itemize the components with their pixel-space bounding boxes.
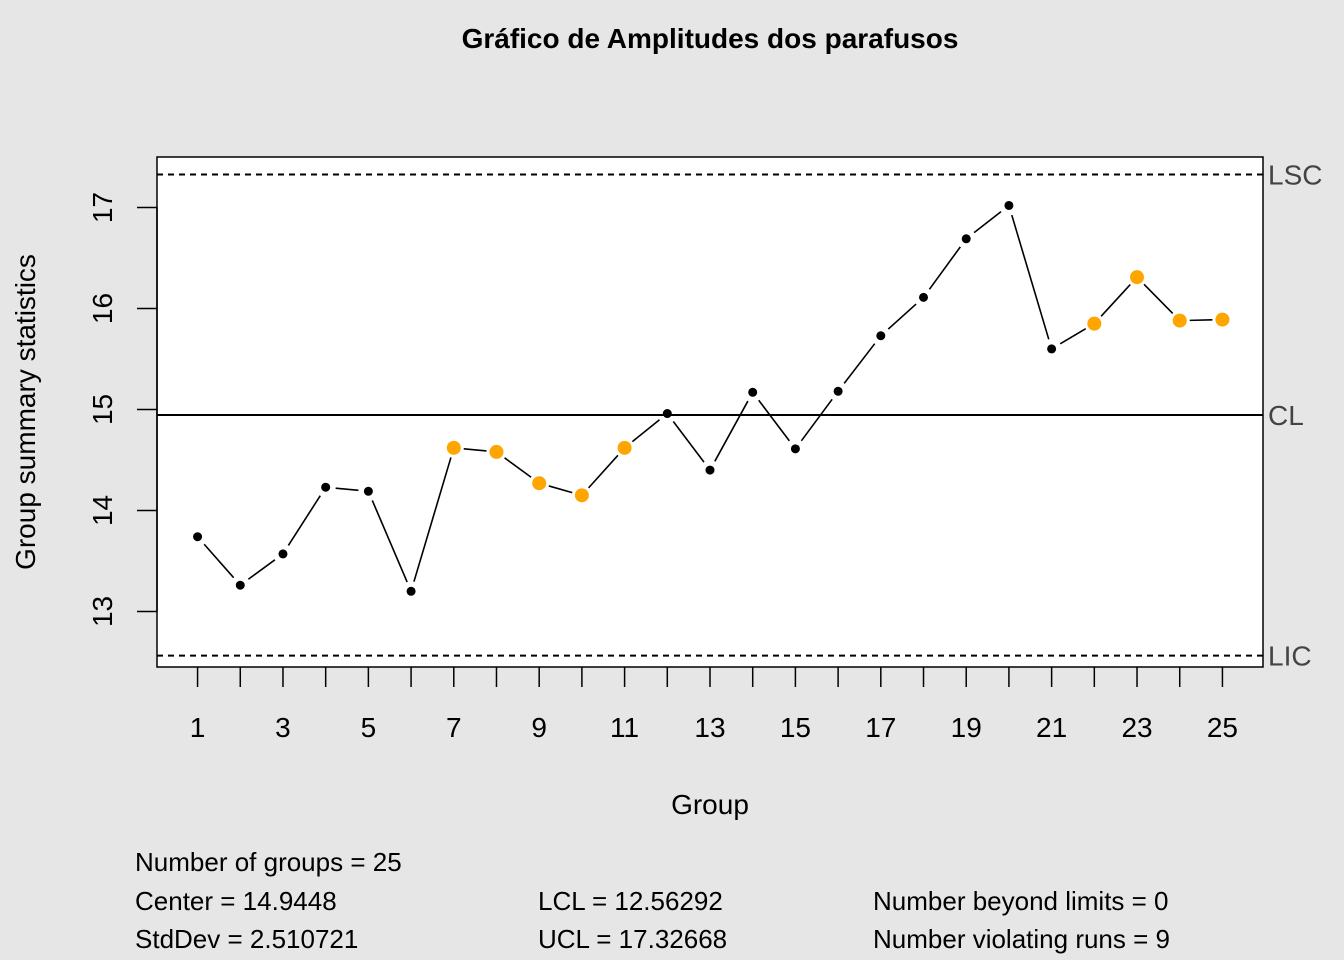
series-segment xyxy=(504,457,532,478)
stats-groups: Number of groups = 25 xyxy=(135,847,402,877)
series-segment xyxy=(672,421,705,463)
x-tick-label: 7 xyxy=(446,712,462,743)
stats-violating-runs: Number violating runs = 9 xyxy=(873,924,1170,954)
data-point-violation xyxy=(1172,313,1187,328)
stats-lcl: LCL = 12.56292 xyxy=(538,886,723,916)
stats-ucl: UCL = 17.32668 xyxy=(538,924,728,954)
x-tick-label: 17 xyxy=(865,712,896,743)
data-point xyxy=(790,444,800,454)
data-point xyxy=(1004,200,1014,210)
x-tick-label: 13 xyxy=(694,712,725,743)
series-segment xyxy=(1143,283,1174,315)
x-tick-label: 5 xyxy=(361,712,377,743)
series-segment xyxy=(714,400,749,462)
data-point xyxy=(961,234,971,244)
y-tick-label: 15 xyxy=(87,394,118,425)
stats-stddev: StdDev = 2.510721 xyxy=(135,924,359,954)
stats-center: Center = 14.9448 xyxy=(135,886,337,916)
x-tick-label: 11 xyxy=(610,712,639,743)
y-axis-label: Group summary statistics xyxy=(10,254,41,570)
series-segment xyxy=(1189,319,1213,322)
x-tick-label: 23 xyxy=(1121,712,1152,743)
x-tick-label: 9 xyxy=(531,712,547,743)
data-point xyxy=(748,387,758,397)
series-segment xyxy=(587,454,619,489)
y-tick-label: 14 xyxy=(87,495,118,526)
y-tick-label: 16 xyxy=(87,293,118,324)
series-segment xyxy=(1100,283,1131,317)
x-tick-label: 15 xyxy=(780,712,811,743)
series-segment xyxy=(203,543,235,579)
series-segment xyxy=(800,398,833,442)
series-segment xyxy=(335,487,359,492)
data-point xyxy=(833,386,843,396)
data-point-violation xyxy=(574,488,589,503)
chart-title: Gráfico de Amplitudes dos parafusos xyxy=(462,23,959,54)
series-segment xyxy=(973,210,1002,234)
series-segment xyxy=(843,343,876,384)
lcl-label: LIC xyxy=(1268,641,1312,672)
series-segment xyxy=(463,447,487,452)
data-point xyxy=(919,292,929,302)
y-tick-label: 13 xyxy=(87,596,118,627)
x-axis-label: Group xyxy=(671,789,749,820)
data-point xyxy=(662,409,672,419)
data-point xyxy=(876,331,886,341)
series-segment xyxy=(413,457,452,582)
x-tick-label: 21 xyxy=(1036,712,1067,743)
ucl-label: LSC xyxy=(1268,160,1322,191)
center-label: CL xyxy=(1268,400,1304,431)
series-segment xyxy=(548,485,573,494)
data-point-violation xyxy=(1130,270,1145,285)
data-point-violation xyxy=(532,476,547,491)
plot-area xyxy=(156,156,1264,668)
x-tick-label: 1 xyxy=(190,712,206,743)
series-segment xyxy=(928,246,961,290)
data-point-violation xyxy=(1215,312,1230,327)
data-point xyxy=(278,549,288,559)
series-segment xyxy=(287,495,321,546)
data-point-violation xyxy=(1087,316,1102,331)
series-segment xyxy=(1011,214,1050,340)
data-point-violation xyxy=(489,444,504,459)
data-point xyxy=(705,465,715,475)
data-point xyxy=(193,532,203,542)
data-point xyxy=(1047,344,1057,354)
series-segment xyxy=(631,419,661,443)
series-segment xyxy=(758,399,791,442)
series-segment xyxy=(247,559,276,580)
data-point-violation xyxy=(446,440,461,455)
data-point xyxy=(363,486,373,496)
data-point xyxy=(406,586,416,596)
data-point-violation xyxy=(617,440,632,455)
series-segment xyxy=(887,303,917,330)
x-tick-label: 25 xyxy=(1207,712,1238,743)
x-tick-label: 19 xyxy=(951,712,982,743)
data-point xyxy=(321,482,331,492)
series-segment xyxy=(1059,328,1087,345)
y-tick-label: 17 xyxy=(87,192,118,223)
stats-beyond-limits: Number beyond limits = 0 xyxy=(873,886,1169,916)
series-segment xyxy=(371,500,408,583)
data-point xyxy=(235,580,245,590)
x-tick-label: 3 xyxy=(275,712,291,743)
